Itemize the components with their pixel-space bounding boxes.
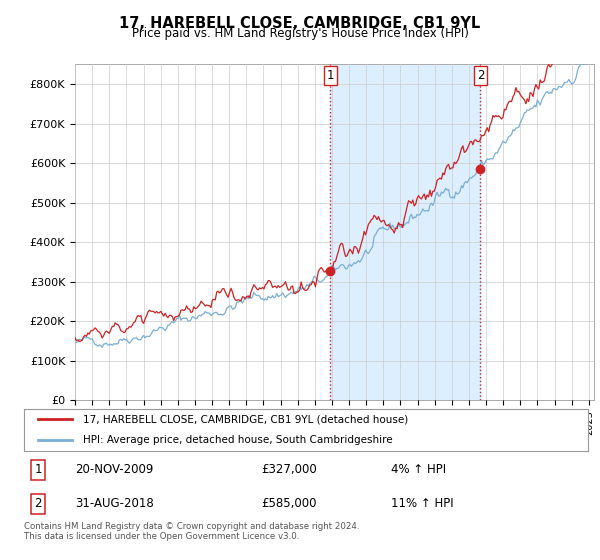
Text: £585,000: £585,000 [261,497,316,510]
Text: 31-AUG-2018: 31-AUG-2018 [75,497,154,510]
Text: 11% ↑ HPI: 11% ↑ HPI [391,497,453,510]
Text: 4% ↑ HPI: 4% ↑ HPI [391,463,446,476]
Text: 1: 1 [326,69,334,82]
Text: Contains HM Land Registry data © Crown copyright and database right 2024.
This d: Contains HM Land Registry data © Crown c… [24,522,359,542]
Text: £327,000: £327,000 [261,463,317,476]
Text: Price paid vs. HM Land Registry's House Price Index (HPI): Price paid vs. HM Land Registry's House … [131,27,469,40]
Text: 17, HAREBELL CLOSE, CAMBRIDGE, CB1 9YL (detached house): 17, HAREBELL CLOSE, CAMBRIDGE, CB1 9YL (… [83,414,409,424]
Text: 2: 2 [34,497,42,510]
Text: 20-NOV-2009: 20-NOV-2009 [75,463,153,476]
Text: 17, HAREBELL CLOSE, CAMBRIDGE, CB1 9YL: 17, HAREBELL CLOSE, CAMBRIDGE, CB1 9YL [119,16,481,31]
Text: HPI: Average price, detached house, South Cambridgeshire: HPI: Average price, detached house, Sout… [83,435,393,445]
Text: 1: 1 [34,463,42,476]
Bar [330,64,481,400]
Text: 2: 2 [476,69,484,82]
